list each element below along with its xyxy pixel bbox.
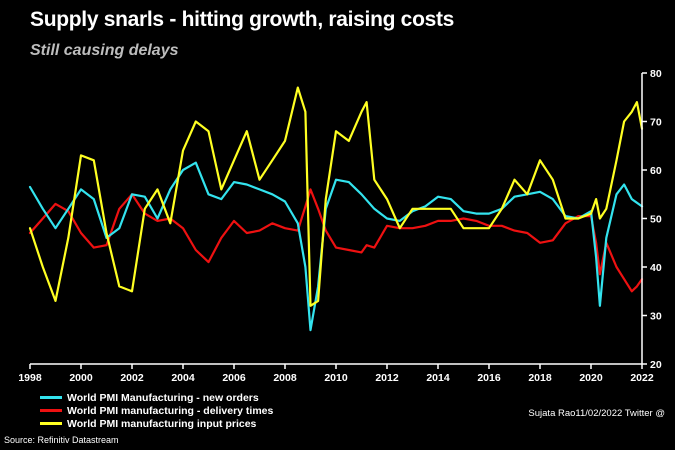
legend-label-new-orders: World PMI Manufacturing - new orders [67, 391, 259, 404]
y-tick-label: 70 [650, 117, 662, 129]
legend-swatch-input-prices [40, 422, 62, 425]
legend: World PMI Manufacturing - new orders Wor… [40, 391, 273, 430]
series-delivery-times-line [28, 188, 644, 293]
legend-label-input-prices: World PMI manufacturing input prices [67, 417, 257, 430]
x-tick-label: 2006 [222, 372, 246, 384]
author-credit: Sujata Rao11/02/2022 Twitter @ [528, 408, 665, 419]
legend-item-new-orders: World PMI Manufacturing - new orders [40, 391, 273, 404]
legend-label-delivery-times: World PMI manufacturing - delivery times [67, 404, 274, 417]
x-tick-label: 2002 [120, 372, 144, 384]
x-tick-label: 2018 [528, 372, 552, 384]
x-tick-label: 2020 [579, 372, 603, 384]
series-input-prices-line [28, 86, 644, 307]
axis-layer: 1998 2000 2002 2004 2006 2008 2010 2012 2014 2016… [18, 68, 662, 384]
y-tick-label: 60 [650, 165, 662, 177]
y-tick-label: 20 [650, 359, 662, 371]
series-new-orders-line [28, 161, 644, 332]
x-tick-label: 2000 [69, 372, 93, 384]
legend-swatch-new-orders [40, 396, 62, 399]
series-layer [28, 86, 644, 332]
chart-subtitle: Still causing delays [30, 42, 179, 59]
y-tick-label: 80 [650, 68, 662, 80]
y-tick-label: 50 [650, 214, 662, 226]
x-tick-label: 2008 [273, 372, 297, 384]
x-tick-label: 2004 [171, 372, 195, 384]
x-tick-label: 2016 [477, 372, 501, 384]
legend-item-delivery-times: World PMI manufacturing - delivery times [40, 404, 273, 417]
y-tick-label: 40 [650, 262, 662, 274]
x-tick-label: 2014 [426, 372, 450, 384]
legend-item-input-prices: World PMI manufacturing input prices [40, 417, 273, 430]
x-tick-label: 2010 [324, 372, 348, 384]
legend-swatch-delivery-times [40, 409, 62, 412]
x-tick-label: 1998 [18, 372, 42, 384]
chart-title: Supply snarls - hitting growth, raising … [30, 8, 455, 31]
source-note: Source: Refinitiv Datastream [4, 435, 119, 445]
x-tick-label: 2022 [630, 372, 654, 384]
x-tick-label: 2012 [375, 372, 399, 384]
y-tick-label: 30 [650, 311, 662, 323]
